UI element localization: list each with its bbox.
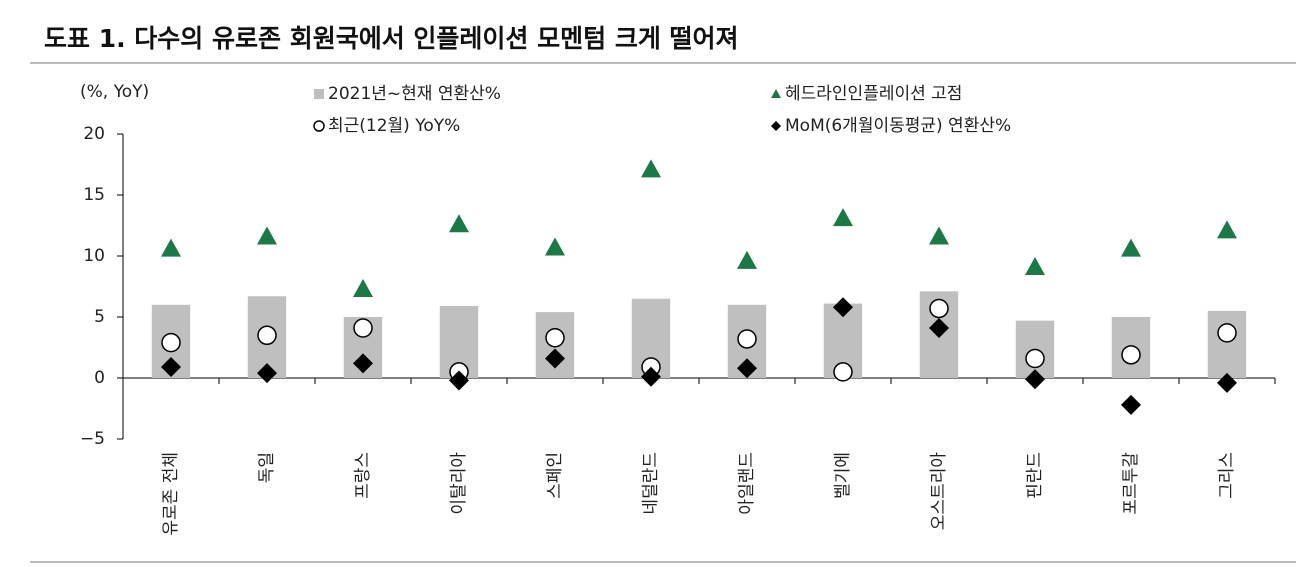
y-tick-label: −5 [80, 429, 105, 449]
marker-circle [929, 298, 949, 319]
y-axis-label: (%, YoY) [80, 82, 149, 102]
marker-triangle [641, 159, 661, 178]
y-tick-label: 0 [94, 368, 105, 388]
marker-diamond [737, 358, 757, 379]
marker-triangle [929, 226, 949, 245]
x-tick-label: 독일 [257, 452, 277, 483]
marker-diamond [353, 353, 373, 374]
legend-label: 헤드라인인플레이션 고점 [785, 84, 962, 104]
legend-label: 최근(12월) YoY% [328, 116, 460, 136]
marker-diamond [641, 366, 661, 387]
marker-triangle [545, 237, 565, 256]
chart-title: 도표 1. 다수의 유로존 회원국에서 인플레이션 모멘텀 크게 떨어져 [44, 24, 739, 53]
x-tick-label: 핀란드 [1025, 452, 1045, 499]
legend-marker [771, 89, 781, 98]
marker-triangle [1121, 238, 1141, 257]
marker-triangle [737, 250, 757, 269]
marker-circle [833, 362, 853, 382]
marker-diamond [833, 297, 853, 318]
x-tick-label: 아일랜드 [737, 452, 757, 515]
legend-marker [314, 89, 324, 99]
x-tick-label: 그리스 [1217, 452, 1237, 499]
marker-circle [1121, 345, 1141, 365]
bar [1207, 310, 1247, 378]
marker-circle [545, 327, 565, 348]
marker-diamond [1121, 394, 1141, 415]
marker-triangle [161, 238, 181, 257]
marker-circle [737, 329, 757, 349]
marker-diamond [929, 317, 949, 338]
marker-triangle [833, 208, 853, 227]
marker-circle [353, 318, 373, 338]
legend-marker [313, 120, 325, 132]
y-tick-label: 5 [94, 307, 105, 327]
marker-diamond [161, 357, 181, 378]
legend-marker [771, 121, 781, 131]
x-tick-label: 포르투갈 [1121, 452, 1141, 515]
marker-diamond [1025, 369, 1045, 390]
marker-circle [257, 325, 277, 346]
legend-label: 2021년~현재 연환산% [328, 84, 501, 104]
y-tick-label: 10 [83, 246, 105, 266]
x-tick-label: 네덜란드 [641, 452, 661, 515]
marker-circle [1025, 348, 1045, 369]
marker-circle [161, 332, 181, 353]
marker-triangle [353, 278, 373, 297]
x-tick-label: 프랑스 [353, 452, 373, 499]
marker-triangle [1217, 220, 1237, 239]
x-tick-label: 유로존 전체 [161, 452, 181, 536]
x-tick-label: 벨기에 [833, 452, 853, 499]
marker-diamond [1217, 372, 1237, 393]
legend-label: MoM(6개월이동평균) 연환산% [785, 116, 1011, 136]
marker-diamond [449, 370, 469, 391]
y-tick-label: 15 [83, 185, 105, 205]
marker-triangle [449, 214, 469, 233]
marker-circle [1217, 323, 1237, 343]
y-tick-label: 20 [83, 124, 105, 144]
marker-triangle [1025, 256, 1045, 275]
x-tick-label: 오스트리아 [929, 452, 949, 531]
x-tick-label: 이탈리아 [449, 452, 469, 515]
marker-triangle [257, 226, 277, 245]
x-tick-label: 스페인 [545, 452, 565, 499]
marker-diamond [257, 363, 277, 384]
marker-diamond [545, 348, 565, 369]
